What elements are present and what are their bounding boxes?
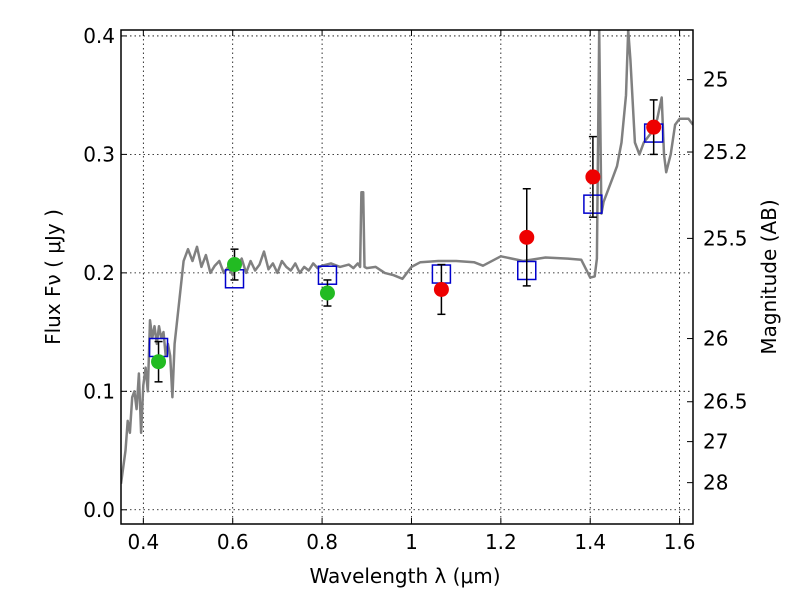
y2-tick-label: 25.5: [703, 226, 748, 250]
x-axis-label: Wavelength λ (μm): [309, 564, 500, 588]
y-tick-label: 0.3: [83, 142, 115, 166]
model-spectrum-line: [121, 30, 693, 484]
y2-tick-label: 28: [703, 471, 728, 495]
y-axis-label: Flux Fν ( μJy ): [41, 209, 65, 345]
plot-data: [121, 30, 693, 484]
x-tick-label: 1.4: [574, 530, 606, 554]
y2-tick-label: 25.2: [703, 140, 748, 164]
x-tick-label: 1: [405, 530, 418, 554]
x-tick-label: 0.6: [217, 530, 249, 554]
x-tick-label: 1.2: [485, 530, 517, 554]
x-tick-label: 0.8: [306, 530, 338, 554]
y-tick-label: 0.2: [83, 261, 115, 285]
y2-tick-label: 26: [703, 327, 728, 351]
green-photometry-point: [227, 257, 243, 273]
grid-lines: [121, 30, 693, 524]
x-tick-label: 0.4: [127, 530, 159, 554]
axis-ticks: 0.4 0.6 0.8 1 1.2 1.4 1.6 0.0 0.1 0.2 0.3 0.4 25 25.2…: [83, 24, 747, 554]
y2-axis-label: Magnitude (AB): [757, 199, 781, 354]
red-photometry-point: [585, 169, 601, 185]
y2-tick-label: 25: [703, 68, 728, 92]
plot-frame: [120, 29, 694, 525]
x-tick-label: 1.6: [664, 530, 696, 554]
red-photometry-point: [433, 281, 449, 297]
green-photometry-point: [151, 354, 167, 370]
red-photometry-point: [519, 229, 535, 245]
y-tick-label: 0.0: [83, 498, 115, 522]
y-tick-label: 0.4: [83, 24, 115, 48]
y2-tick-label: 27: [703, 430, 728, 454]
red-photometry-point: [646, 119, 662, 135]
green-photometry-point: [319, 285, 335, 301]
y2-tick-label: 26.5: [703, 390, 748, 414]
y-tick-label: 0.1: [83, 379, 115, 403]
